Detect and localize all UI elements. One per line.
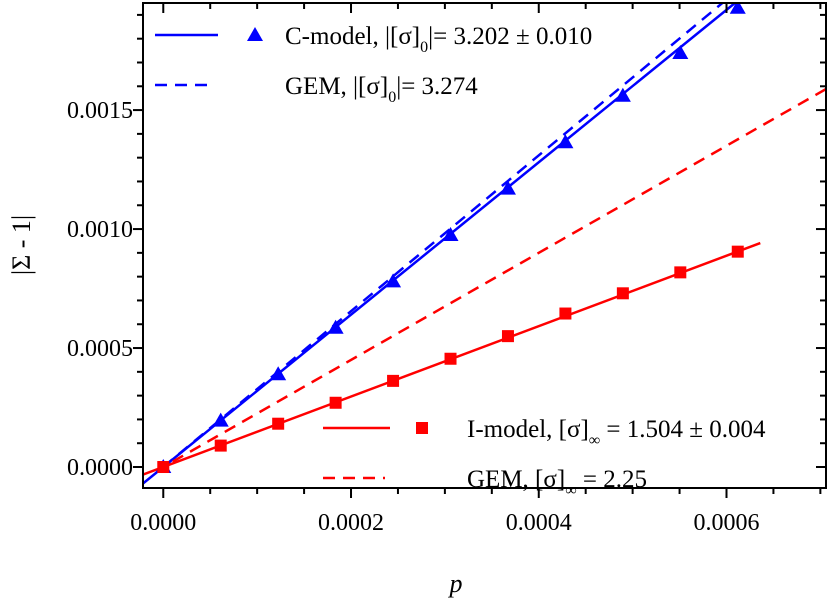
triangle-marker — [385, 273, 402, 288]
legend-entry-label: I-model, [σ]∞ = 1.504 ± 0.004 — [467, 416, 766, 449]
legend-entry-label: GEM, [σ]∞ = 2.25 — [467, 466, 647, 499]
triangle-marker — [270, 366, 287, 381]
plot-frame — [142, 2, 827, 489]
legends: C-model, |[σ]0|= 3.202 ± 0.010 GEM, |[σ]0… — [155, 23, 766, 499]
triangle-marker — [499, 180, 516, 195]
y-tick-label: 0.0010 — [67, 217, 133, 243]
legend-entry-label: C-model, |[σ]0|= 3.202 ± 0.010 — [285, 23, 592, 56]
square-marker — [616, 287, 629, 300]
plot-marks — [143, 3, 826, 485]
y-tick-label: 0.0005 — [67, 336, 133, 362]
y-tick-label: 0.0000 — [67, 455, 133, 481]
triangle-marker — [327, 319, 344, 334]
square-marker — [416, 422, 428, 434]
square-marker — [674, 266, 687, 279]
x-tick-label: 0.0006 — [693, 510, 759, 536]
gem-dashed-line — [162, 3, 725, 468]
square-marker — [444, 352, 457, 365]
triangle-marker — [672, 44, 689, 59]
triangle-marker — [729, 3, 746, 14]
x-tick-label: 0.0000 — [130, 510, 196, 536]
triangle-marker — [614, 87, 631, 102]
y-axis-label: |Σ - 1| — [7, 215, 36, 275]
square-marker — [559, 307, 572, 320]
square-marker — [214, 439, 227, 452]
gem-dashed-line — [172, 87, 826, 463]
x-tick-label: 0.0002 — [318, 510, 384, 536]
square-marker — [731, 245, 744, 258]
square-marker — [501, 330, 514, 343]
triangle-marker — [212, 412, 229, 427]
square-marker — [387, 374, 400, 387]
y-tick-label: 0.0015 — [67, 98, 133, 124]
triangle-marker — [557, 134, 574, 149]
square-marker — [329, 396, 342, 409]
square-marker — [157, 461, 170, 474]
x-tick-label: 0.0004 — [506, 510, 572, 536]
triangle-marker — [247, 27, 263, 41]
legend-entry-label: GEM, |[σ]0|= 3.274 — [285, 73, 478, 106]
x-axis-label: p — [448, 569, 463, 598]
square-marker — [272, 417, 285, 430]
triangle-marker — [442, 227, 459, 242]
axes: 0.0000 0.0002 0.0004 0.0006 0.0000 0.0005 0.00… — [67, 3, 826, 536]
